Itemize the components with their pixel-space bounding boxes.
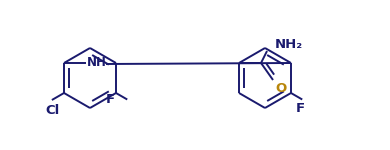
Text: F: F [296,102,305,114]
Text: O: O [275,82,286,95]
Text: F: F [106,93,115,106]
Text: NH: NH [87,57,107,69]
Text: NH₂: NH₂ [275,39,303,51]
Text: Cl: Cl [46,104,60,117]
